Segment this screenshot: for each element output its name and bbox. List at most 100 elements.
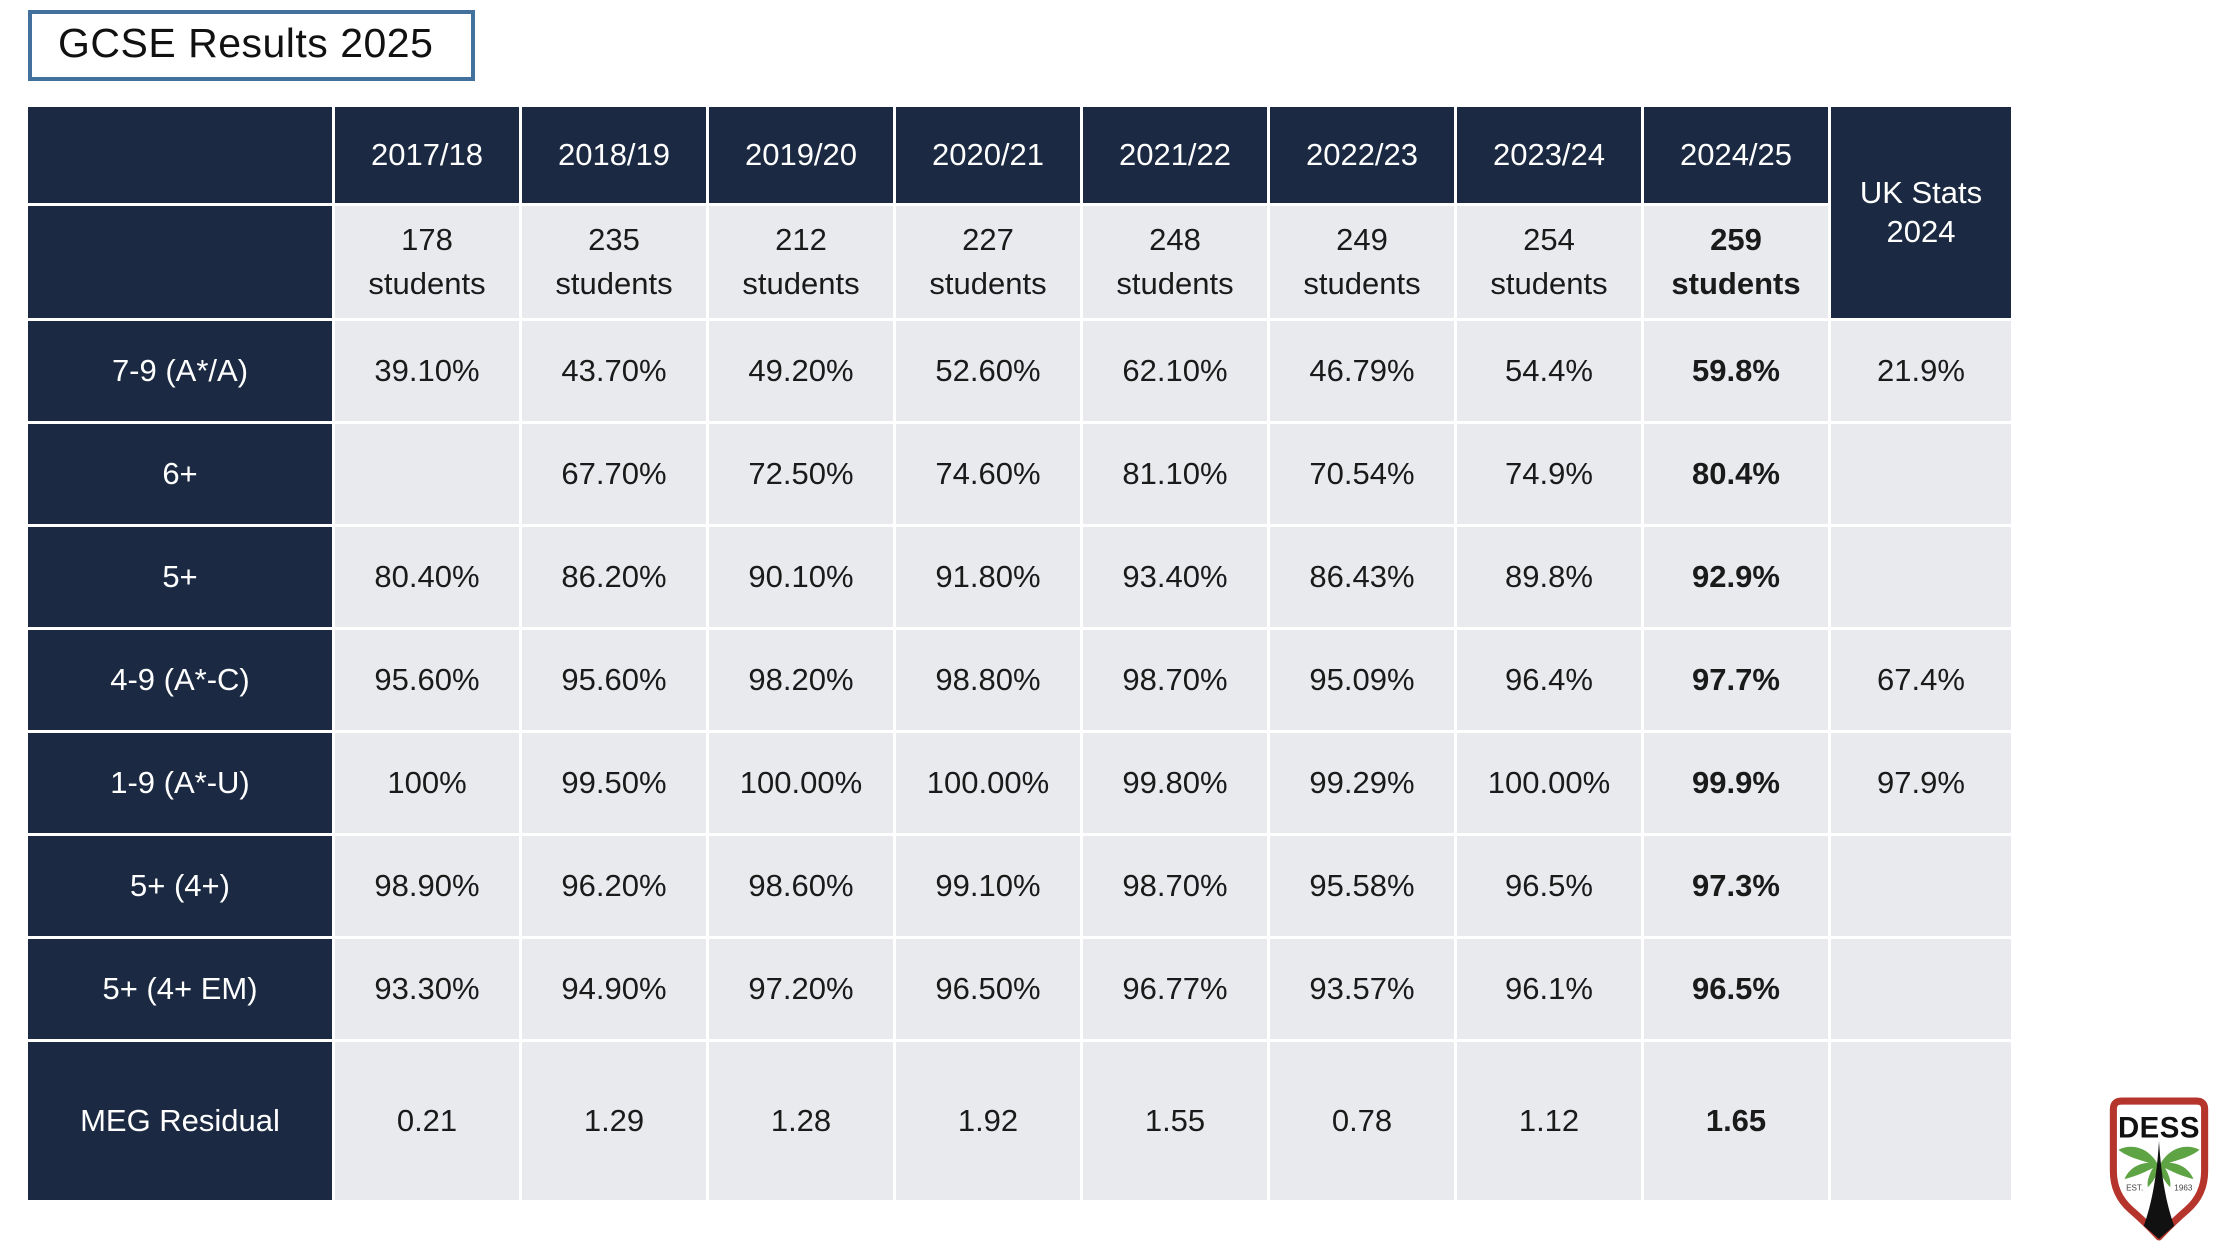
value-cell: 91.80% — [896, 527, 1080, 627]
year-header-cell: 2018/19 — [522, 107, 706, 203]
corner-cell — [28, 107, 332, 203]
value-cell: 100.00% — [709, 733, 893, 833]
value-cell: 98.90% — [335, 836, 519, 936]
value-cell: 100.00% — [1457, 733, 1641, 833]
value-cell: 93.40% — [1083, 527, 1267, 627]
value-cell: 95.58% — [1270, 836, 1454, 936]
value-cell: 96.4% — [1457, 630, 1641, 730]
logo-year-text: 1963 — [2174, 1183, 2193, 1192]
value-cell: 96.50% — [896, 939, 1080, 1039]
logo-spire-icon — [2143, 1140, 2175, 1239]
value-cell: 96.5% — [1644, 939, 1828, 1039]
students-count-cell: 259 students — [1644, 206, 1828, 318]
value-cell: 97.3% — [1644, 836, 1828, 936]
value-cell: 95.60% — [335, 630, 519, 730]
year-header-cell: 2021/22 — [1083, 107, 1267, 203]
value-cell: 89.8% — [1457, 527, 1641, 627]
year-header-cell: 2020/21 — [896, 107, 1080, 203]
value-cell: 46.79% — [1270, 321, 1454, 421]
value-cell: 99.80% — [1083, 733, 1267, 833]
students-count-cell: 212 students — [709, 206, 893, 318]
row-label-cell: 5+ (4+) — [28, 836, 332, 936]
value-cell: 1.12 — [1457, 1042, 1641, 1200]
value-cell: 100% — [335, 733, 519, 833]
slide-title-text: GCSE Results 2025 — [58, 20, 434, 66]
value-cell: 1.55 — [1083, 1042, 1267, 1200]
uk-stats-value-cell: 21.9% — [1831, 321, 2011, 421]
row-label-cell: 1-9 (A*-U) — [28, 733, 332, 833]
value-cell: 74.9% — [1457, 424, 1641, 524]
palm-frond-left-icon — [2118, 1146, 2159, 1188]
uk-stats-value-cell — [1831, 836, 2011, 936]
value-cell: 1.28 — [709, 1042, 893, 1200]
value-cell: 92.9% — [1644, 527, 1828, 627]
value-cell: 1.29 — [522, 1042, 706, 1200]
uk-stats-header-cell: UK Stats 2024 — [1831, 107, 2011, 318]
palm-frond-right-icon — [2159, 1146, 2200, 1188]
students-count-cell: 235 students — [522, 206, 706, 318]
value-cell: 1.65 — [1644, 1042, 1828, 1200]
value-cell: 100.00% — [896, 733, 1080, 833]
value-cell: 98.70% — [1083, 836, 1267, 936]
value-cell: 99.29% — [1270, 733, 1454, 833]
year-header-cell: 2023/24 — [1457, 107, 1641, 203]
value-cell: 93.30% — [335, 939, 519, 1039]
value-cell: 96.20% — [522, 836, 706, 936]
year-header-cell: 2019/20 — [709, 107, 893, 203]
value-cell: 49.20% — [709, 321, 893, 421]
value-cell: 96.77% — [1083, 939, 1267, 1039]
dess-logo: DESS EST. 1963 — [2109, 1097, 2209, 1241]
value-cell: 43.70% — [522, 321, 706, 421]
value-cell: 86.43% — [1270, 527, 1454, 627]
logo-text: DESS — [2118, 1112, 2200, 1145]
value-cell: 90.10% — [709, 527, 893, 627]
value-cell: 99.10% — [896, 836, 1080, 936]
row-label-cell: MEG Residual — [28, 1042, 332, 1200]
uk-stats-value-cell — [1831, 424, 2011, 524]
value-cell: 54.4% — [1457, 321, 1641, 421]
row-label-cell: 7-9 (A*/A) — [28, 321, 332, 421]
value-cell: 95.60% — [522, 630, 706, 730]
results-table: 2017/18 2018/19 2019/20 2020/21 2021/22 2022/… — [25, 104, 2014, 1203]
students-count-cell: 227 students — [896, 206, 1080, 318]
value-cell: 0.21 — [335, 1042, 519, 1200]
uk-stats-value-cell — [1831, 1042, 2011, 1200]
value-cell: 39.10% — [335, 321, 519, 421]
students-count-cell: 249 students — [1270, 206, 1454, 318]
slide-title: GCSE Results 2025 — [28, 10, 476, 81]
value-cell: 0.78 — [1270, 1042, 1454, 1200]
value-cell: 74.60% — [896, 424, 1080, 524]
year-header-cell: 2022/23 — [1270, 107, 1454, 203]
year-header-cell: 2017/18 — [335, 107, 519, 203]
results-table-body: 2017/18 2018/19 2019/20 2020/21 2021/22 2022/… — [28, 107, 2011, 1200]
value-cell: 97.7% — [1644, 630, 1828, 730]
value-cell: 99.9% — [1644, 733, 1828, 833]
uk-stats-value-cell — [1831, 939, 2011, 1039]
value-cell: 98.70% — [1083, 630, 1267, 730]
value-cell: 98.60% — [709, 836, 893, 936]
row-label-cell: 5+ (4+ EM) — [28, 939, 332, 1039]
value-cell: 86.20% — [522, 527, 706, 627]
value-cell: 67.70% — [522, 424, 706, 524]
value-cell: 81.10% — [1083, 424, 1267, 524]
value-cell: 95.09% — [1270, 630, 1454, 730]
students-count-cell: 248 students — [1083, 206, 1267, 318]
value-cell: 97.20% — [709, 939, 893, 1039]
row-label-cell: 6+ — [28, 424, 332, 524]
value-cell: 72.50% — [709, 424, 893, 524]
value-cell: 52.60% — [896, 321, 1080, 421]
value-cell: 62.10% — [1083, 321, 1267, 421]
value-cell: 96.1% — [1457, 939, 1641, 1039]
value-cell: 99.50% — [522, 733, 706, 833]
value-cell: 94.90% — [522, 939, 706, 1039]
students-count-cell: 254 students — [1457, 206, 1641, 318]
row-label-cell: 4-9 (A*-C) — [28, 630, 332, 730]
value-cell: 93.57% — [1270, 939, 1454, 1039]
value-cell — [335, 424, 519, 524]
uk-stats-value-cell: 97.9% — [1831, 733, 2011, 833]
year-header-cell: 2024/25 — [1644, 107, 1828, 203]
value-cell: 1.92 — [896, 1042, 1080, 1200]
value-cell: 98.20% — [709, 630, 893, 730]
students-count-cell: 178 students — [335, 206, 519, 318]
value-cell: 59.8% — [1644, 321, 1828, 421]
